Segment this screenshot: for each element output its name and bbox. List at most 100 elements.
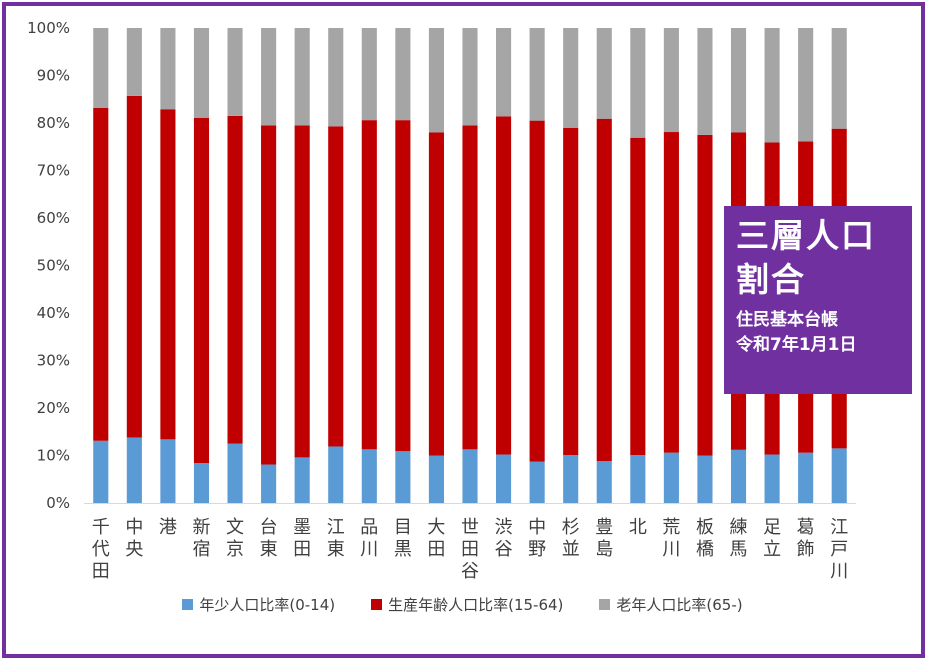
x-tick-label: 荒: [662, 517, 680, 538]
bar-segment: [294, 125, 310, 458]
y-tick-label: 10%: [37, 447, 70, 465]
x-tick-label: 橋: [696, 539, 714, 560]
y-tick-label: 30%: [37, 352, 70, 370]
bar-segment: [831, 448, 847, 503]
bar-segment: [529, 461, 545, 503]
bar-segment: [428, 28, 444, 133]
bar-segment: [126, 437, 142, 503]
x-tick-label: 並: [562, 539, 580, 560]
x-tick-label: 宿: [192, 539, 210, 560]
x-tick-label: 川: [662, 539, 680, 560]
x-tick-label: 中: [125, 517, 143, 538]
bar-segment: [563, 127, 579, 456]
x-tick-label: 江: [830, 517, 848, 538]
bar-segment: [630, 137, 646, 456]
x-tick-label: 川: [360, 539, 378, 560]
x-tick-label: 文: [226, 517, 244, 538]
x-tick-label: 足: [763, 517, 781, 538]
x-tick-label: 目: [394, 517, 412, 538]
x-tick-label: 谷: [461, 561, 479, 582]
x-tick-label: 田: [92, 561, 110, 582]
bar-segment: [193, 117, 210, 464]
bar-segment: [730, 28, 747, 133]
bar-segment: [126, 95, 142, 438]
bar-segment: [361, 449, 377, 503]
bar-segment: [193, 28, 210, 118]
bar-segment: [294, 457, 310, 503]
chart-subtitle-line2: 令和7年1月1日: [736, 335, 857, 355]
x-tick-label: 代: [92, 539, 110, 560]
chart-title: 三層人口 割合: [736, 214, 900, 302]
bar-segment: [294, 28, 310, 126]
bar-segment: [193, 463, 210, 503]
chart-title-line2: 割合: [736, 260, 806, 299]
bar-segment: [328, 126, 344, 447]
y-tick-label: 100%: [27, 19, 70, 37]
bar-segment: [93, 440, 109, 503]
chart-subtitle-line1: 住民基本台帳: [736, 310, 838, 330]
x-tick-label: 世: [461, 517, 479, 538]
bar-segment: [160, 109, 176, 440]
bar-segment: [563, 455, 579, 503]
x-tick-label: 島: [595, 539, 613, 560]
bar-segment: [93, 28, 109, 108]
x-tick-label: 立: [763, 539, 781, 560]
x-tick-label: 台: [260, 517, 278, 538]
y-tick-label: 80%: [37, 114, 70, 132]
bar-segment: [831, 28, 847, 129]
bar-segment: [496, 28, 512, 117]
legend-item: 生産年齢人口比率(15-64): [371, 594, 563, 615]
bar-segment: [630, 455, 646, 503]
bar-segment: [596, 118, 612, 462]
bar-segment: [764, 28, 780, 143]
legend-item: 老年人口比率(65-): [599, 594, 743, 615]
x-tick-label: 川: [830, 561, 848, 582]
legend-item: 年少人口比率(0-14): [182, 594, 335, 615]
bar-segment: [630, 28, 646, 138]
x-tick-label: 北: [629, 517, 647, 538]
bar-segment: [663, 132, 679, 453]
legend-swatch: [371, 599, 383, 610]
x-tick-label: 葛: [797, 517, 815, 538]
x-tick-label: 田: [293, 539, 311, 560]
bar-segment: [261, 28, 277, 126]
bar-segment: [261, 125, 277, 465]
bar-segment: [93, 107, 109, 441]
legend-swatch: [182, 599, 194, 610]
bar-segment: [496, 454, 512, 503]
legend-swatch: [599, 599, 611, 610]
x-tick-label: 田: [461, 539, 479, 560]
x-tick-label: 飾: [797, 539, 815, 560]
bar-segment: [328, 28, 344, 127]
x-tick-label: 田: [427, 539, 445, 560]
x-tick-label: 品: [360, 517, 378, 538]
bar-segment: [395, 451, 411, 503]
bar-segment: [596, 28, 612, 119]
bar-segment: [596, 461, 612, 503]
bar-segment: [697, 28, 713, 135]
bar-segment: [160, 439, 176, 503]
x-tick-label: 千: [92, 517, 110, 538]
chart-subtitle: 住民基本台帳 令和7年1月1日: [736, 308, 900, 358]
y-tick-label: 20%: [37, 399, 70, 417]
bar-segment: [697, 134, 713, 456]
bar-segment: [462, 125, 478, 450]
legend-label: 生産年齢人口比率(15-64): [388, 596, 564, 614]
y-tick-label: 40%: [37, 304, 70, 322]
bar-segment: [261, 464, 277, 503]
x-tick-label: 京: [226, 539, 244, 560]
x-tick-label: 戸: [830, 539, 848, 560]
x-tick-label: 谷: [495, 539, 513, 560]
bar-segment: [730, 449, 747, 503]
bar-segment: [395, 120, 411, 452]
bar-segment: [328, 446, 344, 503]
bar-segment: [227, 28, 243, 116]
bar-segment: [529, 28, 545, 121]
bar-segment: [496, 116, 512, 455]
chart-legend: 年少人口比率(0-14) 生産年齢人口比率(15-64) 老年人口比率(65-): [0, 594, 925, 615]
bar-segment: [160, 28, 176, 110]
bar-segment: [227, 115, 243, 444]
x-tick-label: 渋: [495, 517, 513, 538]
legend-label: 年少人口比率(0-14): [199, 596, 336, 614]
x-tick-label: 大: [427, 517, 445, 538]
